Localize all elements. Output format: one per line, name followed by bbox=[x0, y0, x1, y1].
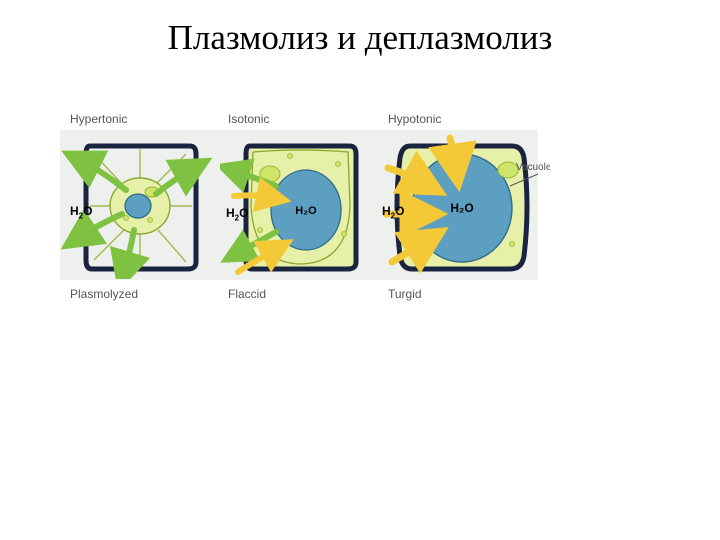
svg-text:H₂O: H₂O bbox=[450, 201, 473, 215]
h2o-label-1: H2O bbox=[70, 202, 92, 220]
h2o-label-3: H2O bbox=[382, 202, 404, 220]
cell-hypotonic: H₂O Vacuole bbox=[380, 134, 550, 279]
page-title: Плазмолиз и деплазмолиз bbox=[0, 18, 720, 58]
top-label-hypertonic: Hypertonic bbox=[70, 112, 127, 126]
svg-text:H₂O: H₂O bbox=[295, 205, 317, 217]
top-label-hypotonic: Hypotonic bbox=[388, 112, 441, 126]
osmosis-diagram: Hypertonic Plasmolyzed bbox=[60, 112, 538, 312]
svg-text:Vacuole: Vacuole bbox=[516, 162, 550, 173]
bot-label-plasmolyzed: Plasmolyzed bbox=[70, 287, 138, 301]
top-label-isotonic: Isotonic bbox=[228, 112, 269, 126]
bot-label-turgid: Turgid bbox=[388, 287, 422, 301]
bot-label-flaccid: Flaccid bbox=[228, 287, 266, 301]
h2o-label-2: H2O bbox=[226, 204, 248, 222]
